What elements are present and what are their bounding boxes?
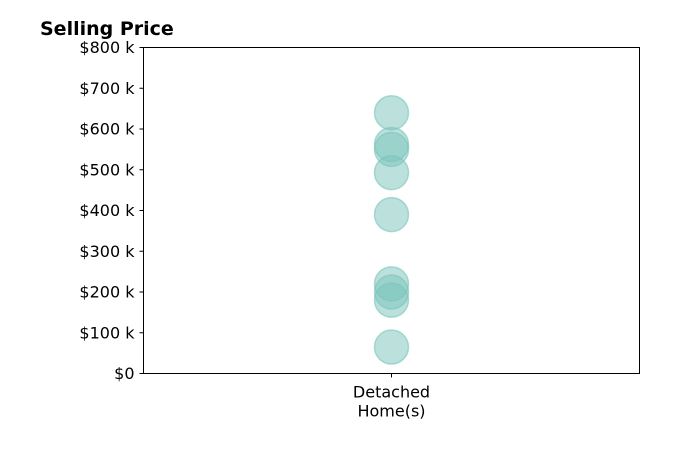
data-point xyxy=(373,196,410,233)
y-axis: $0 $100 k $200 k $300 k $400 k $500 k $600 k $7… xyxy=(79,38,144,383)
x-tick-label: Detached Home(s) xyxy=(353,383,430,421)
x-tick-label-line: Detached xyxy=(353,383,430,402)
data-point xyxy=(373,329,410,365)
y-tick-label: $800 k xyxy=(79,38,135,57)
y-tick-label: $400 k xyxy=(79,201,135,220)
data-point xyxy=(373,94,410,131)
data-point xyxy=(373,154,410,191)
data-point xyxy=(373,282,410,318)
y-tick-label: $600 k xyxy=(79,120,135,139)
y-tick-label: $0 xyxy=(114,364,134,383)
x-tick-label-line: Home(s) xyxy=(357,402,425,421)
y-tick-label: $500 k xyxy=(79,160,135,179)
y-tick-label: $100 k xyxy=(79,323,135,342)
y-tick-label: $700 k xyxy=(79,79,135,98)
data-points xyxy=(373,94,410,365)
y-tick-label: $200 k xyxy=(79,283,135,302)
chart-title: Selling Price xyxy=(40,18,174,40)
y-tick-label: $300 k xyxy=(79,242,135,261)
x-axis: Detached Home(s) xyxy=(353,373,430,421)
